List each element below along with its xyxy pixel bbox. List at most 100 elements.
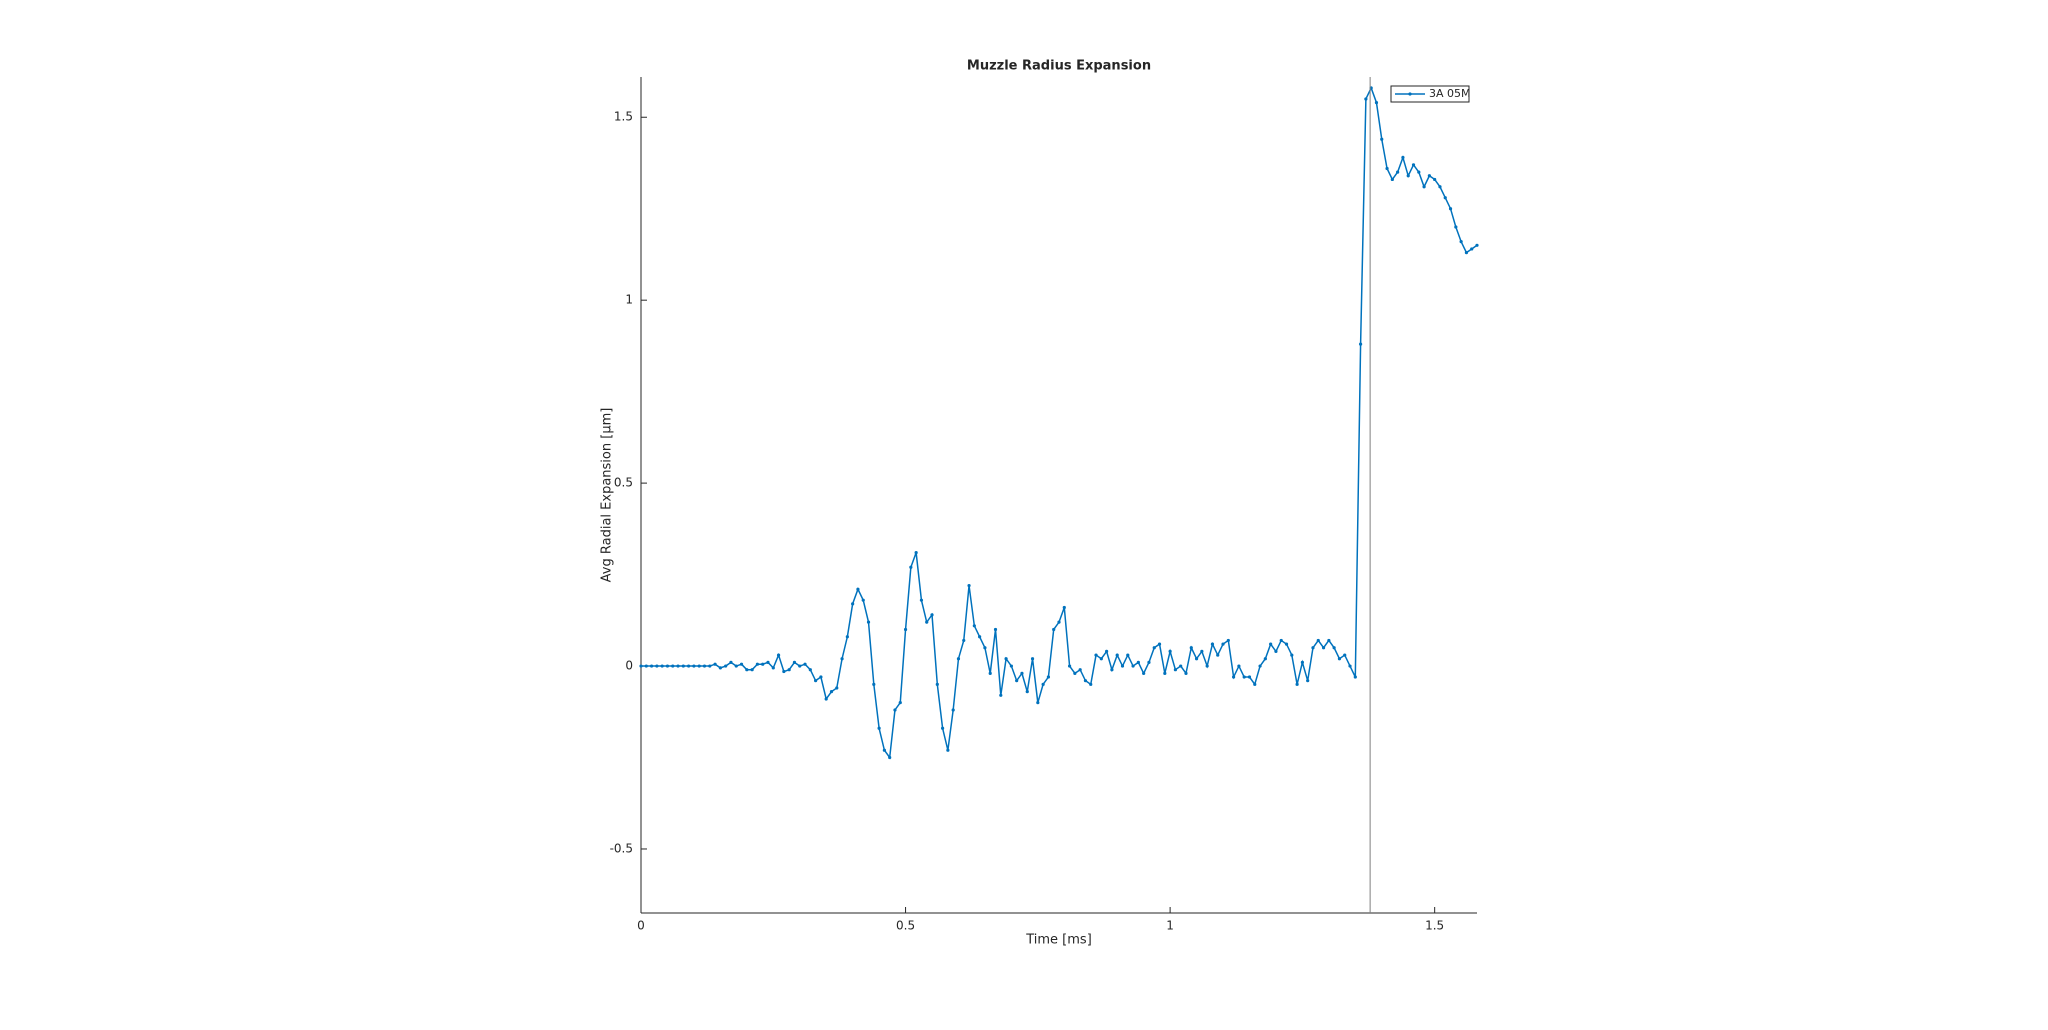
data-point xyxy=(1210,642,1215,646)
data-point xyxy=(1168,649,1172,654)
data-point xyxy=(962,638,966,643)
data-point xyxy=(1136,660,1140,664)
data-point xyxy=(1226,638,1230,643)
data-point xyxy=(687,664,691,668)
data-point xyxy=(1200,649,1204,654)
data-point xyxy=(893,708,897,712)
data-point xyxy=(861,598,865,602)
data-point xyxy=(1306,679,1310,683)
data-point xyxy=(856,587,860,591)
data-point xyxy=(1438,185,1442,189)
data-point xyxy=(1374,101,1379,105)
data-point xyxy=(1390,177,1394,182)
data-point xyxy=(930,613,934,617)
data-point xyxy=(967,583,971,588)
data-point xyxy=(1036,701,1040,705)
legend-label: 3A 05M xyxy=(1429,87,1471,100)
data-point xyxy=(1030,657,1035,661)
data-point xyxy=(739,662,744,666)
data-point xyxy=(1353,675,1357,679)
data-point xyxy=(988,671,992,675)
data-point xyxy=(766,660,770,664)
data-point xyxy=(1385,166,1389,171)
data-point xyxy=(1358,342,1363,346)
data-point xyxy=(782,669,786,674)
data-point xyxy=(1157,642,1162,646)
data-point xyxy=(1078,668,1082,672)
data-point xyxy=(1263,657,1267,661)
data-point xyxy=(1041,682,1045,686)
x-tick-label: 0 xyxy=(637,919,645,933)
data-point xyxy=(903,627,908,632)
data-point xyxy=(1464,251,1469,255)
data-point xyxy=(798,664,802,668)
data-point xyxy=(692,664,696,668)
data-point xyxy=(1110,668,1114,672)
data-point xyxy=(845,635,849,639)
data-point xyxy=(1216,653,1220,657)
data-point xyxy=(1015,679,1019,683)
data-point xyxy=(1004,657,1008,661)
data-point xyxy=(1284,642,1289,646)
data-point xyxy=(978,635,982,639)
data-point xyxy=(1290,653,1294,657)
data-point xyxy=(1343,653,1347,657)
data-point xyxy=(1205,664,1209,668)
data-point xyxy=(1232,675,1236,679)
data-point xyxy=(761,662,765,666)
data-point xyxy=(1470,247,1474,251)
data-point xyxy=(1105,649,1109,654)
data-point xyxy=(1274,649,1278,654)
data-point xyxy=(1454,225,1458,229)
data-point xyxy=(1475,243,1479,247)
data-point xyxy=(724,664,728,668)
data-point xyxy=(655,664,659,668)
data-point xyxy=(956,657,961,661)
data-point xyxy=(814,679,818,683)
data-point xyxy=(1067,664,1072,668)
data-point xyxy=(1258,664,1262,668)
data-point xyxy=(1062,605,1066,610)
data-point xyxy=(1163,671,1167,675)
data-point xyxy=(1422,185,1426,189)
data-point xyxy=(713,662,717,666)
y-tick-label: 1 xyxy=(625,293,633,307)
data-point xyxy=(824,697,828,701)
data-point xyxy=(1295,682,1299,686)
data-point xyxy=(840,657,844,661)
data-point xyxy=(1120,664,1125,668)
y-tick-label: 1.5 xyxy=(614,110,633,124)
data-point xyxy=(1443,196,1447,200)
data-point xyxy=(1459,240,1463,244)
data-point xyxy=(681,664,685,668)
data-point xyxy=(1094,653,1098,657)
data-point xyxy=(1057,620,1061,624)
data-point xyxy=(1189,646,1193,650)
data-point xyxy=(1073,671,1077,675)
data-point xyxy=(1253,682,1257,686)
data-point xyxy=(1147,660,1151,664)
data-point xyxy=(835,686,839,690)
data-point xyxy=(1009,664,1013,668)
data-point xyxy=(1311,646,1315,650)
data-point xyxy=(1020,671,1024,675)
y-tick-label: 0 xyxy=(625,659,633,673)
data-point xyxy=(649,664,654,668)
data-point xyxy=(983,646,987,650)
data-point xyxy=(819,675,823,679)
data-point xyxy=(866,620,871,624)
data-point xyxy=(1099,657,1103,661)
data-point xyxy=(734,664,738,668)
data-point xyxy=(877,726,881,730)
data-point xyxy=(1242,675,1246,679)
data-point xyxy=(1417,170,1421,174)
data-point xyxy=(1448,207,1453,211)
data-point xyxy=(1396,170,1400,174)
data-point xyxy=(718,666,722,670)
legend-box xyxy=(1390,85,1470,103)
y-axis-label: Avg Radial Expansion [μm] xyxy=(600,408,615,583)
data-point xyxy=(914,551,918,555)
data-point xyxy=(1348,664,1352,668)
data-point xyxy=(745,668,749,672)
data-point xyxy=(1126,653,1130,657)
